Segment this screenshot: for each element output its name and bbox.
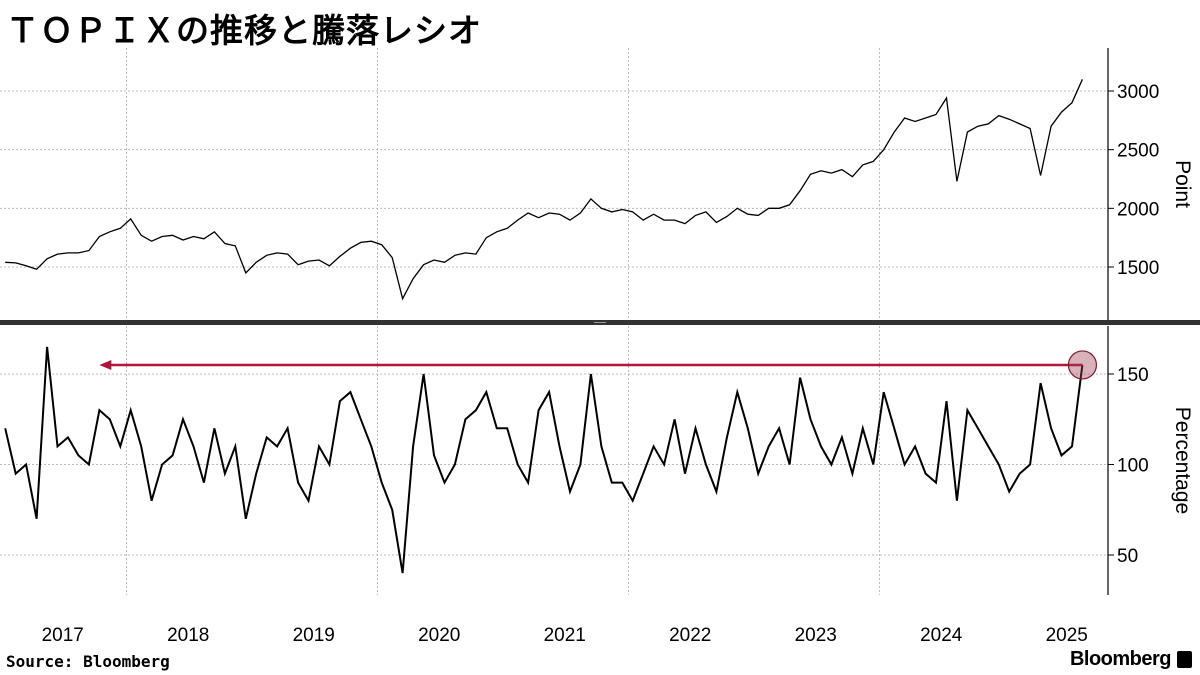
y-tick-label: 3000 (1117, 82, 1159, 103)
x-tick-label: 2021 (544, 625, 586, 646)
x-tick-label: 2018 (167, 625, 209, 646)
y-axis-label: Percentage (1171, 407, 1194, 514)
y-tick-label: 2000 (1117, 199, 1159, 220)
y-tick-label: 2500 (1117, 141, 1159, 162)
bloomberg-logo: Bloomberg (1070, 648, 1192, 671)
topix-line (5, 79, 1083, 301)
source-note: Source: Bloomberg (6, 652, 170, 671)
y-tick-label: 1500 (1117, 258, 1159, 279)
x-tick-label: 2022 (669, 625, 711, 646)
x-tick-label: 2024 (920, 625, 963, 646)
annotation-arrowhead (99, 359, 112, 370)
x-tick-label: 2023 (795, 625, 837, 646)
chart-title: ＴＯＰＩＸの推移と騰落レシオ (6, 11, 482, 50)
y-tick-label: 50 (1117, 546, 1138, 567)
x-tick-label: 2020 (418, 625, 460, 646)
logo-text: Bloomberg (1069, 648, 1172, 670)
y-axis-label: Point (1171, 160, 1194, 208)
advance-decline-ratio-line (4, 346, 1084, 574)
y-tick-label: 100 (1117, 456, 1149, 477)
logo-mark-icon (1177, 651, 1192, 668)
x-tick-label: 2017 (42, 625, 84, 646)
y-tick-label: 150 (1117, 365, 1149, 386)
x-tick-label: 2025 (1046, 625, 1088, 646)
annotation-marker (1067, 350, 1098, 380)
x-tick-label: 2019 (293, 625, 335, 646)
